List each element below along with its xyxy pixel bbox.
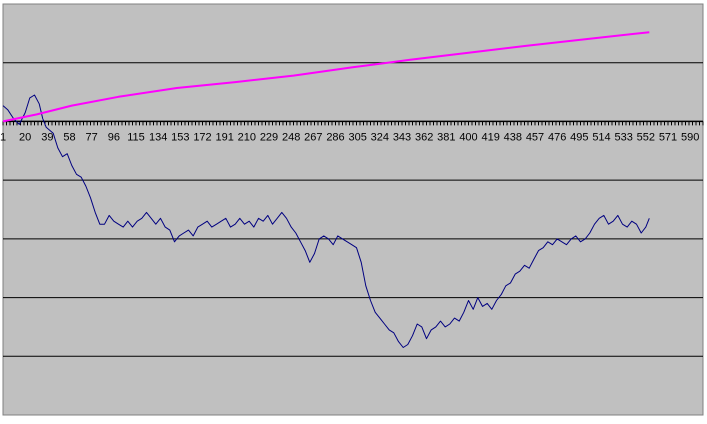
x-tick-label-28: 533 (614, 131, 632, 143)
plot-area (2, 3, 704, 416)
x-tick-label-14: 267 (304, 131, 322, 143)
x-tick-label-9: 172 (193, 131, 211, 143)
x-tick-label-16: 305 (348, 131, 366, 143)
series-line-trend (2, 31, 650, 123)
x-tick-label-15: 286 (326, 131, 344, 143)
x-tick-label-18: 343 (393, 131, 411, 143)
x-tick-label-21: 400 (459, 131, 477, 143)
x-axis: 1 20 39 58 77 96 115 134 153 172 191 210 229 248 267 28… (0, 120, 704, 143)
x-tick-label-24: 457 (526, 131, 544, 143)
x-tick-label-7: 134 (149, 131, 167, 143)
x-tick-label-27: 514 (592, 131, 610, 143)
x-tick-label-6: 115 (127, 131, 145, 143)
x-tick-label-0: 1 (0, 131, 6, 143)
x-tick-label-26: 495 (570, 131, 588, 143)
x-tick-label-12: 229 (260, 131, 278, 143)
x-tick-label-17: 324 (371, 131, 389, 143)
series-line-price (2, 94, 650, 348)
x-tick-label-2: 39 (41, 131, 53, 143)
x-tick-label-3: 58 (63, 131, 75, 143)
x-tick-label-1: 20 (19, 131, 31, 143)
x-tick-label-10: 191 (215, 131, 233, 143)
x-tick-label-29: 552 (637, 131, 655, 143)
x-tick-label-8: 153 (171, 131, 189, 143)
x-tick-label-13: 248 (282, 131, 300, 143)
x-tick-label-5: 96 (108, 131, 120, 143)
x-tick-label-11: 210 (238, 131, 256, 143)
x-tick-label-25: 476 (548, 131, 566, 143)
series-group (2, 31, 650, 348)
x-tick-label-20: 381 (437, 131, 455, 143)
x-tick-label-30: 571 (659, 131, 677, 143)
x-tick-label-4: 77 (86, 131, 98, 143)
x-tick-label-22: 419 (481, 131, 499, 143)
x-tick-label-19: 362 (415, 131, 433, 143)
x-tick-label-31: 590 (681, 131, 699, 143)
x-tick-label-23: 438 (504, 131, 522, 143)
gridlines (3, 62, 703, 357)
